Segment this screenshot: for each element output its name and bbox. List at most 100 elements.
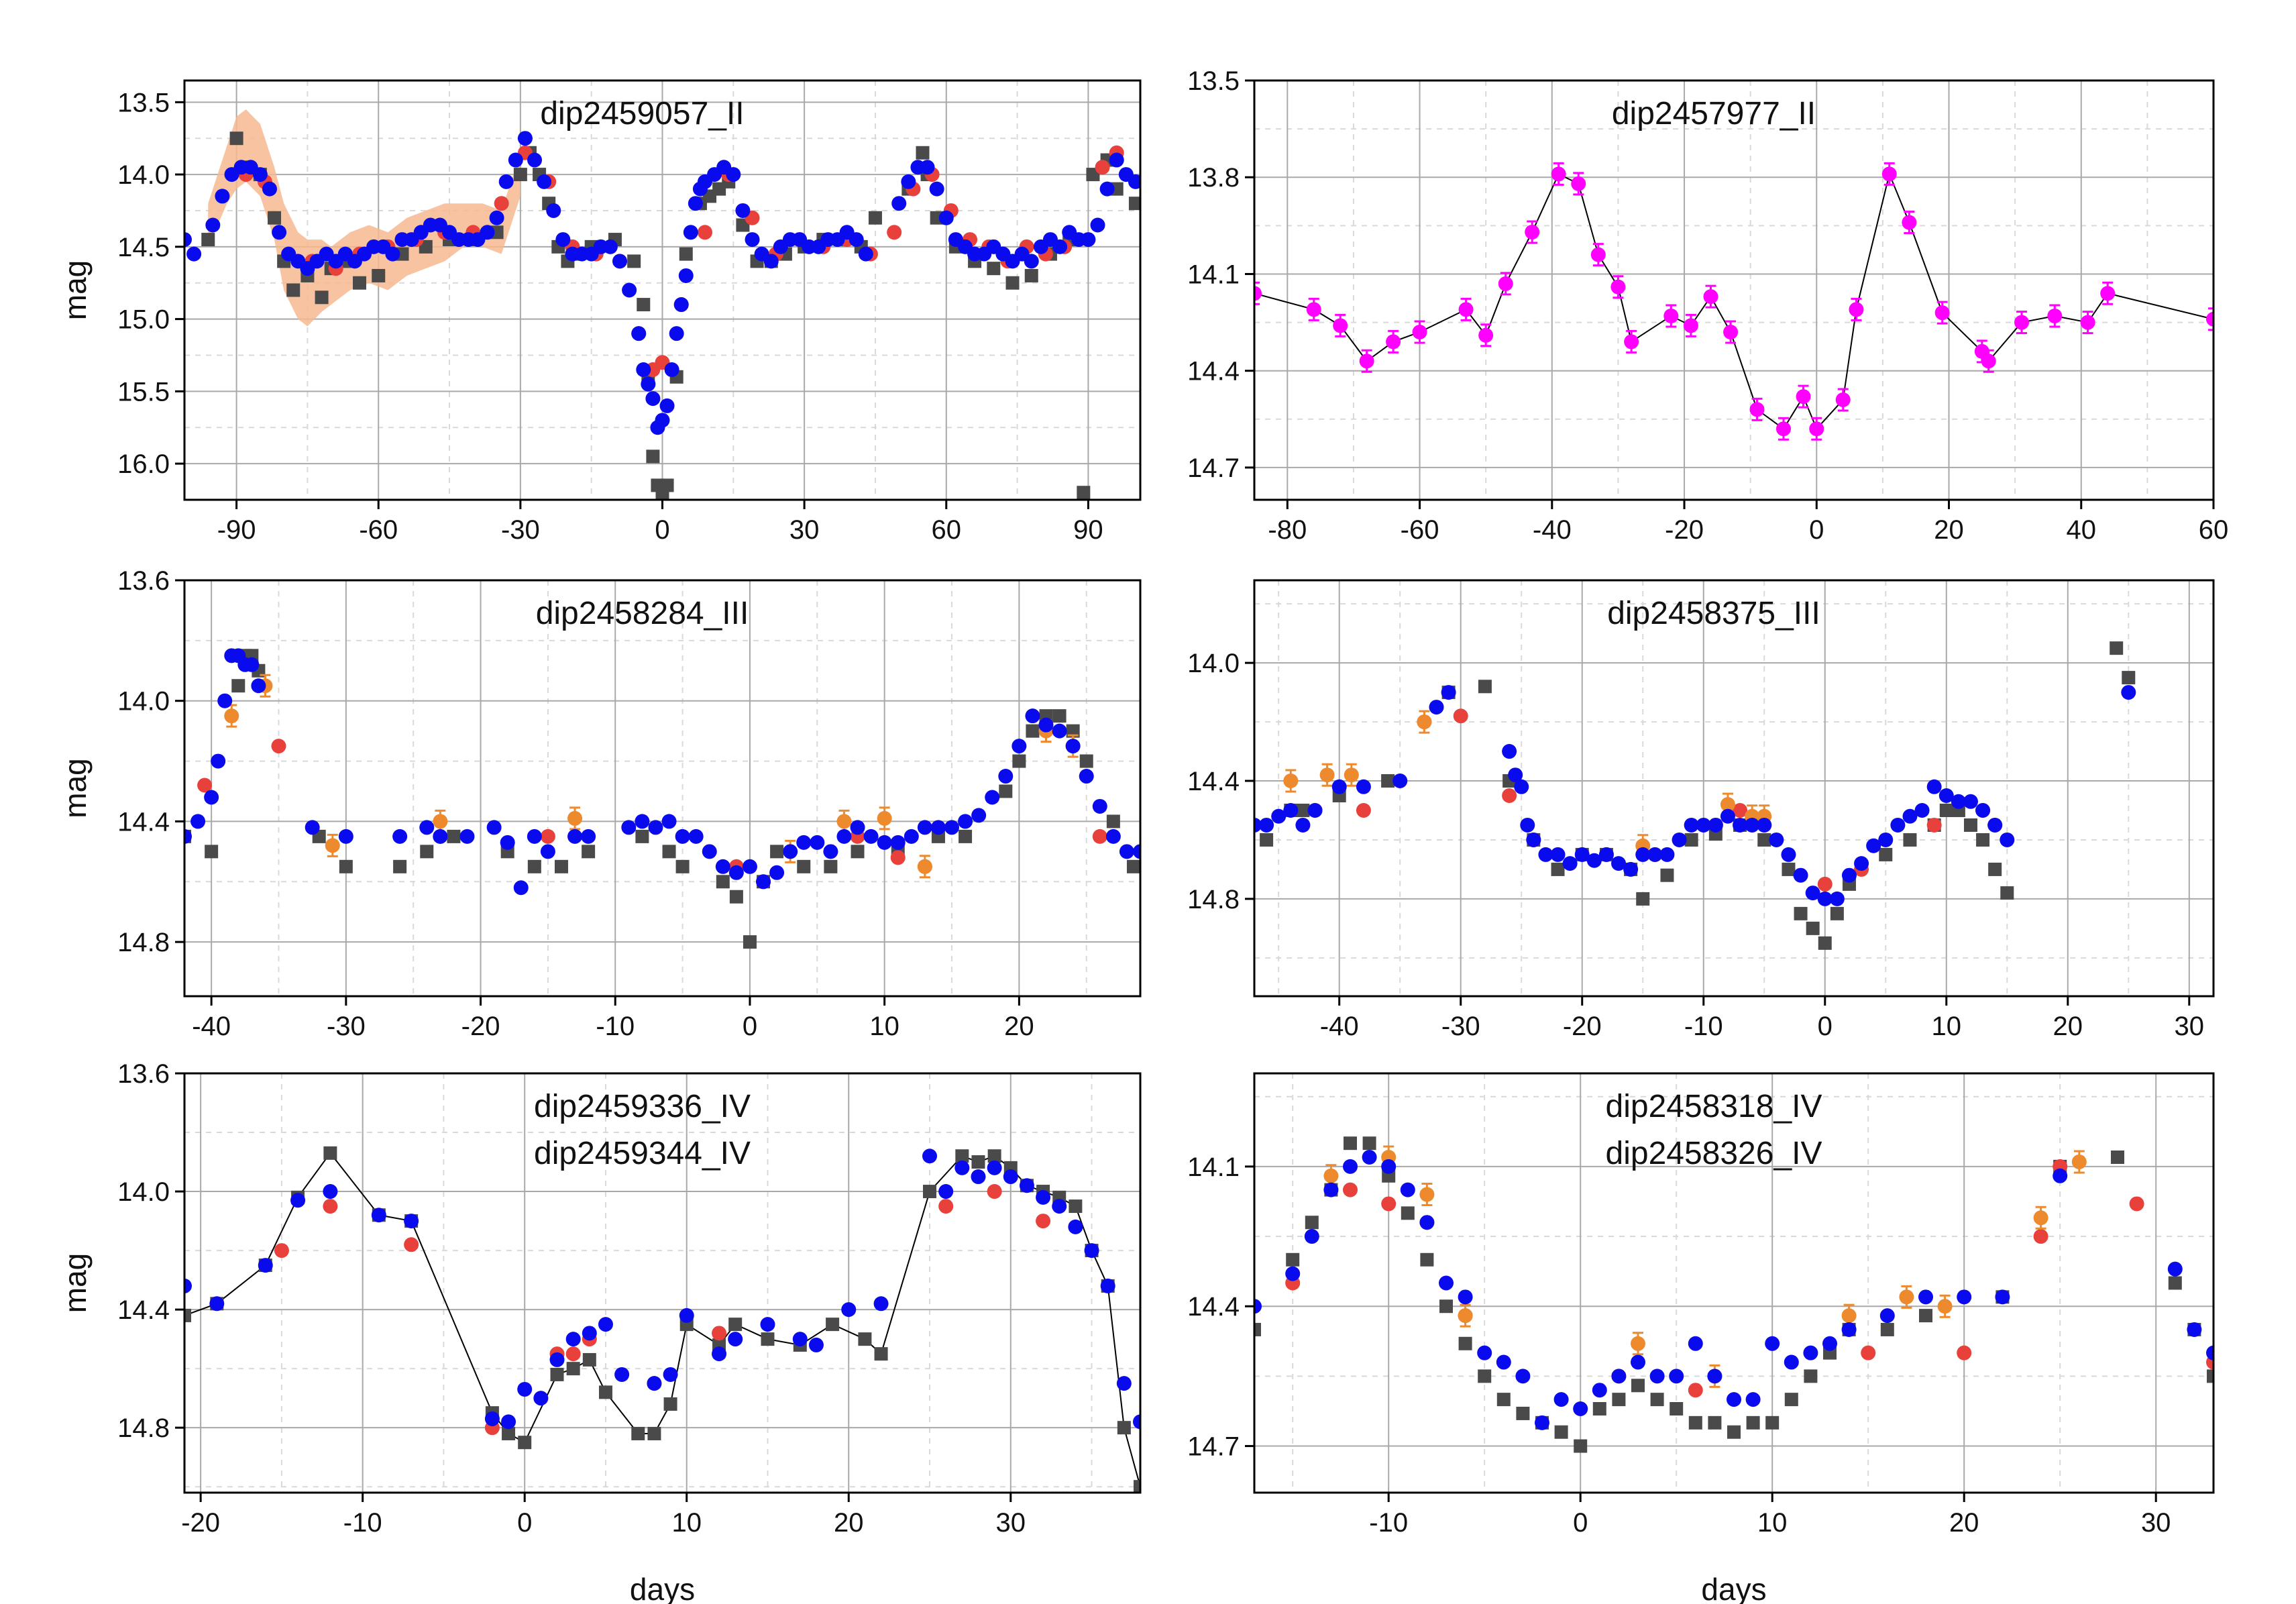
- data-point-circle: [1914, 802, 1930, 818]
- data-point-circle: [323, 1199, 338, 1214]
- data-point-circle: [712, 1326, 727, 1341]
- plot-frame: [1253, 79, 2215, 501]
- data-point-circle: [702, 844, 717, 859]
- data-point-circle: [675, 828, 690, 844]
- data-point-circle: [186, 246, 202, 262]
- data-point-circle: [1926, 779, 1942, 794]
- data-point-circle: [1938, 788, 1954, 803]
- data-point-circle: [1720, 797, 1735, 812]
- data-point-square: [447, 829, 461, 843]
- data-point-circle: [1598, 847, 1614, 862]
- data-point-circle: [1918, 1289, 1933, 1305]
- x-tick-label: -30: [327, 1012, 366, 1041]
- y-tick-label: 14.7: [1187, 1432, 1240, 1462]
- x-tick-label: 60: [2199, 515, 2229, 545]
- data-point-circle: [1733, 802, 1748, 818]
- series-red: [1307, 708, 2003, 892]
- data-point-circle: [508, 152, 523, 168]
- data-point-circle: [659, 398, 675, 413]
- data-point-circle: [954, 1160, 970, 1175]
- data-point-square: [1727, 1425, 1741, 1439]
- series-orange: [1283, 710, 1772, 858]
- data-point-circle: [1951, 794, 1966, 809]
- data-point-square: [1077, 486, 1091, 500]
- x-tick-label: 0: [517, 1508, 532, 1538]
- plot-frame: [1253, 1072, 2215, 1494]
- data-point-circle: [1036, 1189, 1051, 1205]
- data-point-square: [1052, 709, 1067, 723]
- data-point-circle: [2129, 1196, 2144, 1212]
- x-axis-title: days: [1701, 1572, 1766, 1604]
- data-point-circle: [715, 859, 730, 874]
- x-tick-label: 10: [671, 1508, 702, 1538]
- data-point-circle: [527, 152, 543, 168]
- data-point-square: [1305, 1216, 1319, 1230]
- data-point-circle: [683, 225, 698, 240]
- data-point-square: [1012, 754, 1026, 768]
- data-point-circle: [2000, 832, 2015, 847]
- data-point-circle: [1362, 1150, 1377, 1165]
- x-tick-label: -10: [343, 1508, 382, 1538]
- x-tick-label: 60: [932, 515, 962, 545]
- data-point-circle: [1899, 1289, 1914, 1305]
- data-point-circle: [850, 820, 865, 835]
- data-point-square: [851, 845, 865, 859]
- data-point-circle: [546, 203, 561, 218]
- data-point-square: [286, 283, 300, 297]
- x-tick-label: -20: [181, 1508, 220, 1538]
- data-point-square: [2111, 1151, 2124, 1164]
- data-point-circle: [1805, 886, 1820, 901]
- x-tick-label: -20: [1563, 1012, 1602, 1041]
- data-point-square: [1636, 892, 1650, 906]
- x-tick-label: -30: [1441, 1012, 1480, 1041]
- data-point-circle: [517, 1381, 533, 1397]
- panel-title: dip2458284_III: [536, 596, 749, 631]
- series-blue: [184, 1148, 1140, 1430]
- data-point-square: [663, 1397, 677, 1411]
- x-tick-label: 0: [1818, 1012, 1833, 1041]
- data-point-circle: [1079, 769, 1094, 784]
- data-point-square: [728, 1318, 743, 1332]
- y-tick-label: 14.8: [117, 1413, 170, 1443]
- panel-title: dip2457977_II: [1612, 96, 1816, 131]
- data-point-circle: [655, 413, 670, 428]
- uncertainty-band: [208, 109, 521, 327]
- data-point-circle: [2187, 1322, 2202, 1337]
- data-point-square: [353, 276, 367, 290]
- data-point-circle: [1502, 744, 1517, 759]
- data-point-circle: [1128, 174, 1140, 189]
- data-point-circle: [987, 1184, 1002, 1199]
- x-tick-label: -40: [192, 1012, 231, 1041]
- data-point-circle: [1631, 1354, 1645, 1370]
- data-point-circle: [1381, 1159, 1397, 1174]
- x-tick-label: 0: [1573, 1508, 1588, 1538]
- data-point-square: [372, 268, 386, 282]
- data-point-square: [1478, 1369, 1492, 1383]
- panel-1: -90 -60 -30 0 30 60 90 13.5 14.0 14.5 15.0 15.5 16.0…: [58, 79, 1142, 545]
- data-point-square: [1670, 1402, 1684, 1415]
- data-point-circle: [1647, 847, 1663, 862]
- data-point-circle: [678, 268, 694, 283]
- data-point-circle: [745, 232, 760, 248]
- data-point-square: [1880, 1322, 1894, 1336]
- data-point-square: [1988, 862, 2002, 876]
- data-point-square: [679, 247, 693, 261]
- data-point-circle: [581, 828, 596, 844]
- data-point-circle: [2100, 286, 2116, 301]
- data-point-square: [1612, 1393, 1626, 1407]
- data-point-circle: [987, 1160, 1002, 1175]
- data-point-square: [205, 845, 219, 859]
- data-point-circle: [537, 174, 552, 189]
- data-point-square: [971, 1155, 985, 1169]
- data-point-circle: [645, 391, 661, 407]
- data-point-circle: [998, 769, 1014, 784]
- data-point-circle: [930, 820, 946, 835]
- x-tick-label: 0: [743, 1012, 757, 1041]
- data-point-circle: [1879, 1308, 1895, 1324]
- data-point-circle: [204, 790, 219, 805]
- data-point-square: [770, 845, 784, 859]
- data-point-circle: [1749, 402, 1765, 417]
- data-point-circle: [1649, 1369, 1665, 1384]
- x-tick-label: -20: [461, 1012, 500, 1041]
- data-point-square: [1106, 814, 1120, 828]
